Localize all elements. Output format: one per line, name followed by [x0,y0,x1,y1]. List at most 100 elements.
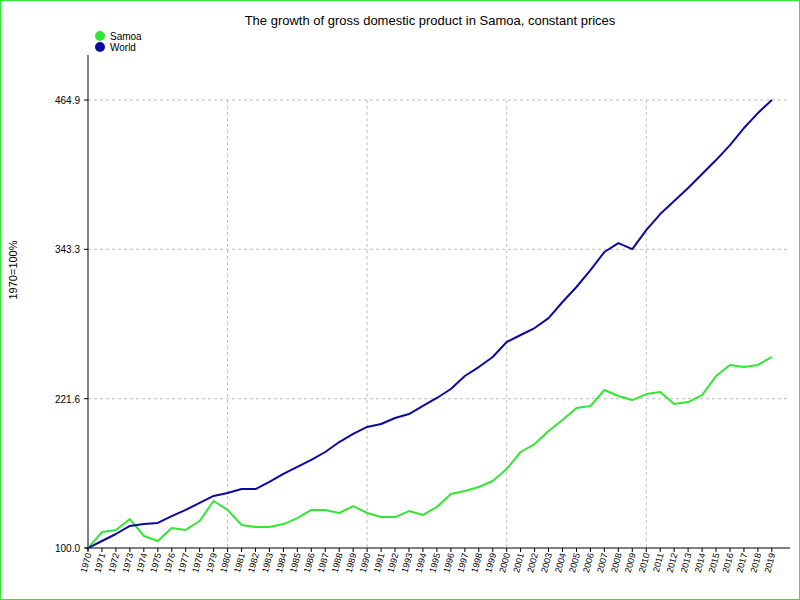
x-tick [729,548,730,552]
x-tick [632,548,633,552]
x-tick-label: 1994 [414,552,429,574]
x-tick [771,548,772,552]
x-tick-label: 1998 [469,552,484,574]
x-tick [157,548,158,552]
x-tick [436,548,437,552]
x-tick [213,548,214,552]
x-tick-label: 1983 [260,552,275,574]
x-tick [478,548,479,552]
x-tick [101,548,102,552]
x-tick [339,548,340,552]
y-tick-label: 343.3 [55,244,80,255]
y-axis-label: 1970=100% [7,240,19,299]
x-tick-label: 1981 [232,552,247,574]
x-tick-label: 2003 [539,552,554,574]
x-tick-label: 2015 [707,552,722,574]
x-tick [562,548,563,552]
x-tick-label: 2017 [735,552,750,574]
x-tick-label: 1987 [316,552,331,574]
x-tick-label: 1986 [302,552,317,574]
title: The growth of gross domestic product in … [245,13,616,28]
x-tick [395,548,396,552]
x-tick-label: 2013 [679,552,694,574]
x-tick-label: 1985 [288,552,303,574]
y-tick [84,548,88,549]
x-tick-label: 1992 [386,552,401,574]
x-tick [129,548,130,552]
x-tick-label: 2014 [693,552,708,574]
x-tick [115,548,116,552]
y-tick [84,100,88,101]
x-tick [464,548,465,552]
x-tick [548,548,549,552]
x-tick-label: 1988 [330,552,345,574]
grid-line [506,100,507,548]
x-tick [506,548,507,552]
y-tick [84,398,88,399]
x-tick [450,548,451,552]
x-tick [492,548,493,552]
y-tick-label: 221.6 [55,394,80,405]
x-axis [85,548,790,549]
x-tick [520,548,521,552]
x-tick [227,548,228,552]
legend-label: Samoa [110,31,142,42]
x-tick [367,548,368,552]
grid-line [88,249,790,250]
x-tick [325,548,326,552]
frame [1,1,800,600]
chart: The growth of gross domestic product in … [0,0,800,600]
x-tick [255,548,256,552]
x-tick-label: 1973 [120,552,135,574]
x-tick [88,548,89,552]
legend-marker [95,42,105,52]
x-tick [297,548,298,552]
grid-line [227,100,228,548]
x-tick-label: 1980 [218,552,233,574]
x-tick [716,548,717,552]
x-tick-label: 2008 [609,552,624,574]
x-tick-label: 1978 [190,552,205,574]
x-tick-label: 2019 [762,552,777,574]
x-tick [604,548,605,552]
x-tick [688,548,689,552]
x-tick [171,548,172,552]
x-tick [311,548,312,552]
x-tick-label: 2002 [525,552,540,574]
x-tick-label: 1990 [358,552,373,574]
x-tick [674,548,675,552]
x-tick [408,548,409,552]
x-tick-label: 2006 [581,552,596,574]
x-tick-label: 2007 [595,552,610,574]
x-tick [534,548,535,552]
x-tick [381,548,382,552]
x-tick [241,548,242,552]
series-line [88,357,772,548]
x-tick-label: 1999 [483,552,498,574]
x-tick-label: 1989 [344,552,359,574]
grid-line [88,100,790,101]
x-tick [143,548,144,552]
y-axis [88,55,89,551]
x-tick-label: 1995 [427,552,442,574]
plot-area [88,100,772,548]
x-tick-label: 1972 [107,552,122,574]
legend-marker [95,31,105,41]
x-tick-label: 1996 [441,552,456,574]
x-tick [353,548,354,552]
x-tick-label: 2016 [721,552,736,574]
x-tick-label: 1971 [93,552,108,574]
x-tick [590,548,591,552]
grid-line [367,100,368,548]
x-tick [269,548,270,552]
x-tick-label: 1997 [455,552,470,574]
x-tick-label: 2009 [623,552,638,574]
x-tick [646,548,647,552]
grid-line [88,398,790,399]
x-tick [185,548,186,552]
x-tick [618,548,619,552]
x-tick [422,548,423,552]
x-tick-label: 2004 [553,552,568,574]
x-tick [576,548,577,552]
x-tick-label: 1993 [400,552,415,574]
